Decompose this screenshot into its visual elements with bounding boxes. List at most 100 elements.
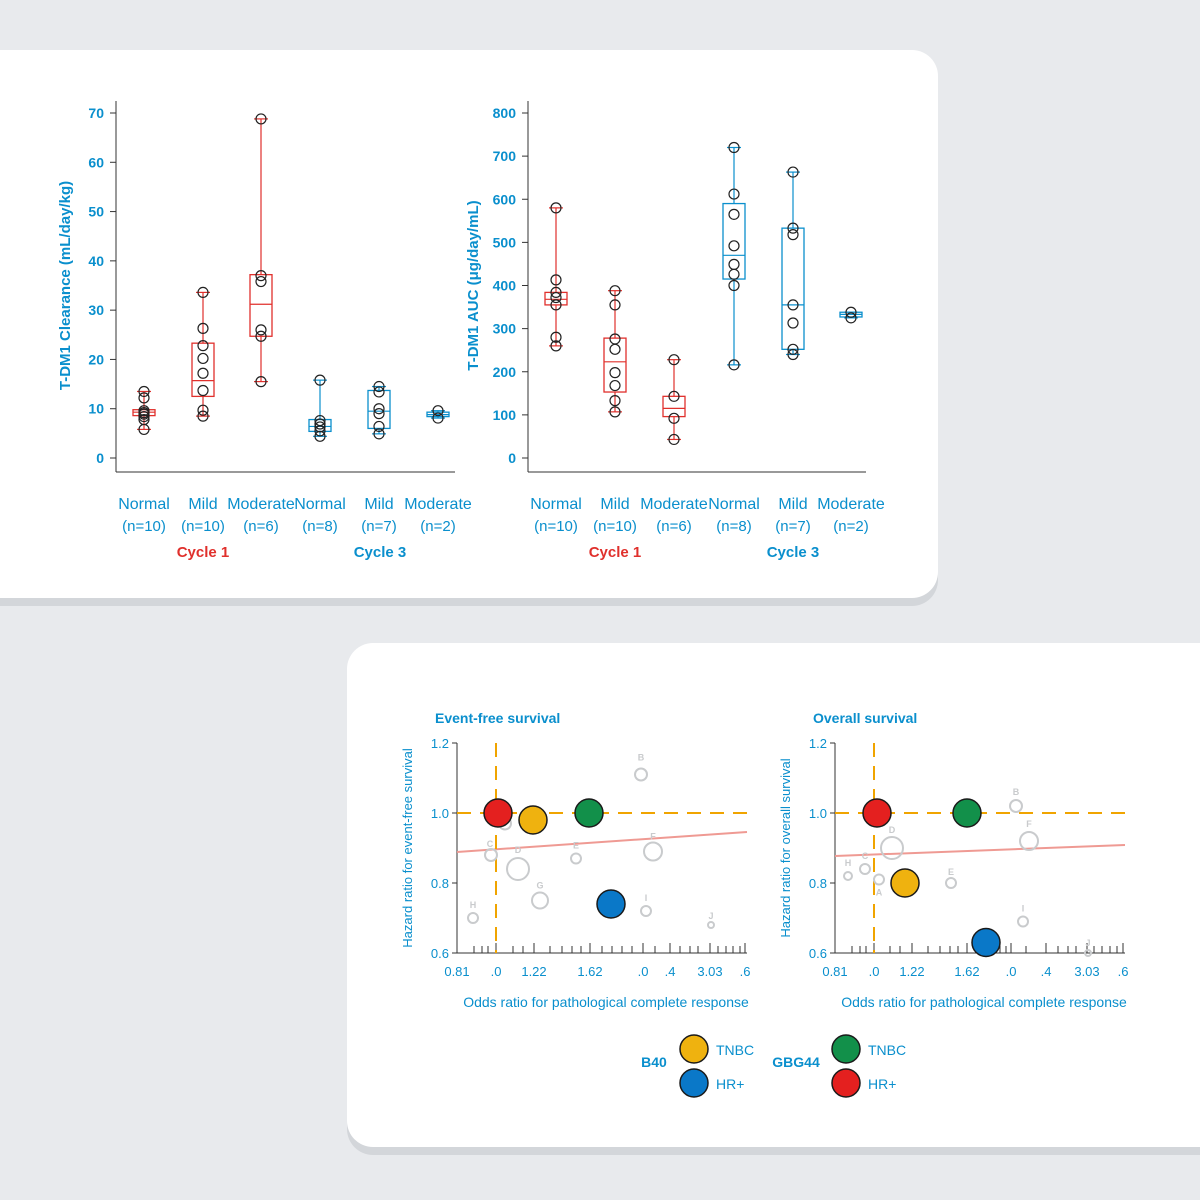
data-point	[845, 306, 857, 318]
data-point	[373, 403, 385, 415]
data-point	[609, 333, 621, 345]
x-tick-label: .4	[665, 964, 676, 979]
trial-point-label: B	[638, 753, 645, 763]
data-point	[138, 413, 150, 426]
data-point	[728, 359, 740, 371]
data-point	[197, 410, 209, 422]
data-point	[787, 166, 799, 178]
trial-point	[570, 852, 582, 865]
trial-point-label: B	[1013, 787, 1020, 797]
box-plot-auc: 0 100 200 300 400 500 600 700 800 T-DM1 AUC (μg/d…	[465, 101, 885, 561]
trial-point	[640, 905, 652, 917]
highlighted-trial-point	[518, 805, 548, 835]
x-axis-label: Odds ratio for pathological complete res…	[463, 994, 749, 1010]
data-point	[609, 299, 621, 311]
data-point	[609, 367, 621, 379]
group-label: Mild	[600, 496, 629, 513]
y-tick-label: 100	[493, 407, 517, 423]
trial-point	[467, 912, 479, 924]
survival-charts-card	[347, 643, 1200, 1147]
data-point	[845, 312, 857, 324]
trial-point	[859, 863, 871, 875]
data-point	[138, 392, 150, 404]
data-point	[728, 258, 740, 270]
box	[781, 227, 805, 350]
data-point	[197, 322, 209, 334]
trial-point-label: H	[845, 858, 852, 868]
group-n-label: (n=10)	[122, 518, 166, 535]
data-point	[550, 299, 562, 311]
y-tick-label: 1.2	[431, 736, 449, 751]
legend-b40-tnbc-marker	[679, 1034, 709, 1064]
data-point	[787, 343, 799, 355]
data-point	[550, 331, 562, 343]
legend-gbg44-tnbc-label: TNBC	[868, 1042, 906, 1058]
box	[603, 337, 627, 393]
trial-point	[506, 857, 530, 881]
group-label: Moderate	[640, 496, 708, 513]
data-point	[550, 274, 562, 286]
group-label: Normal	[118, 496, 170, 513]
data-point	[668, 433, 680, 446]
data-point	[197, 404, 209, 416]
group-label: Moderate	[404, 496, 472, 513]
data-point	[314, 430, 326, 442]
trial-point	[1009, 799, 1023, 813]
group-n-label: (n=8)	[716, 518, 751, 535]
group-n-label: (n=6)	[656, 518, 691, 535]
legend-gbg44-hr-marker	[831, 1068, 861, 1098]
y-tick-label: 1.2	[809, 736, 827, 751]
trial-point	[945, 877, 957, 889]
trial-point-label: J	[1085, 938, 1090, 948]
x-tick-label: 1.22	[521, 964, 546, 979]
legend-gbg44-label: GBG44	[772, 1054, 820, 1070]
trial-point	[531, 891, 549, 910]
data-point	[197, 352, 209, 365]
trial-point	[843, 871, 853, 881]
data-point	[787, 299, 799, 311]
y-tick-label: 1.0	[809, 806, 827, 821]
y-tick-label: 10	[88, 401, 104, 417]
legend-b40-hr-label: HR+	[716, 1076, 744, 1092]
data-point	[197, 340, 209, 352]
data-point	[609, 395, 621, 407]
group-n-label: (n=2)	[420, 518, 455, 535]
group-n-label: (n=10)	[593, 518, 637, 535]
group-label: Mild	[364, 496, 393, 513]
y-tick-label: 50	[88, 204, 104, 220]
y-tick-label: 0	[96, 450, 104, 466]
group-n-label: (n=7)	[361, 518, 396, 535]
data-point	[373, 408, 385, 420]
group-n-label: (n=10)	[181, 518, 225, 535]
data-point	[314, 421, 326, 433]
x-tick-label: 1.22	[899, 964, 924, 979]
y-tick-label: 40	[88, 253, 104, 269]
trial-point	[484, 848, 498, 862]
x-tick-label: .0	[491, 964, 502, 979]
cycle-3-label: Cycle 3	[354, 544, 407, 561]
trial-point-label: E	[948, 867, 954, 877]
y-axis-label: Hazard ratio for event-free survival	[400, 748, 415, 948]
group-n-label: (n=6)	[243, 518, 278, 535]
data-point	[668, 354, 680, 366]
y-tick-label: 500	[493, 234, 517, 250]
data-point	[728, 240, 740, 252]
data-point	[373, 380, 385, 393]
data-point	[609, 285, 621, 297]
x-tick-label: .6	[1118, 964, 1129, 979]
y-tick-label: 30	[88, 302, 104, 318]
data-point	[314, 418, 326, 430]
y-tick-label: 200	[493, 364, 517, 380]
box	[367, 389, 391, 430]
trial-point-label: F	[1026, 819, 1032, 829]
box	[249, 274, 273, 337]
y-tick-label: 20	[88, 351, 104, 367]
data-point	[787, 348, 799, 361]
trial-point-label: D	[515, 845, 522, 855]
x-tick-label: .0	[638, 964, 649, 979]
data-point	[728, 141, 740, 154]
box-plot-clearance: 0 10 20 30 40 50 60 70 T-DM1 Clearance (mL/day/k…	[57, 101, 472, 561]
y-tick-label: 0.8	[809, 876, 827, 891]
